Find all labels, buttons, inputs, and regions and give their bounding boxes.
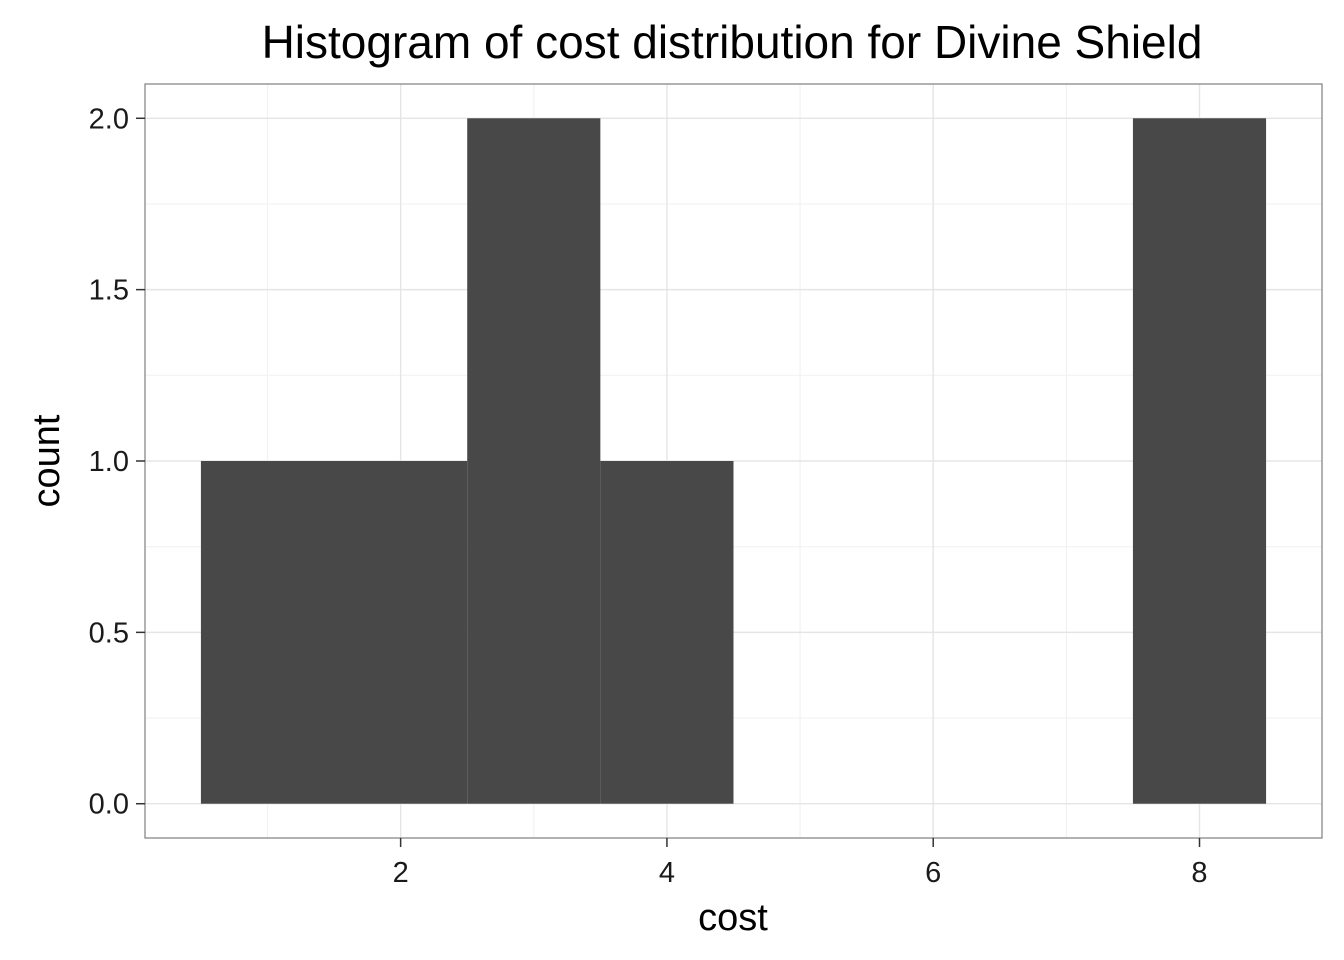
- chart-title: Histogram of cost distribution for Divin…: [262, 16, 1203, 68]
- x-axis: 2 4 6 8: [393, 838, 1208, 889]
- histogram-bar: [1132, 118, 1267, 804]
- x-tick-label: 8: [1191, 857, 1207, 889]
- histogram-bars: [200, 118, 1267, 804]
- x-axis-title: cost: [698, 897, 768, 939]
- y-axis: 0.0 0.5 1.0 1.5 2.0: [89, 103, 145, 821]
- histogram-bar: [200, 461, 468, 804]
- y-axis-title: count: [26, 414, 68, 507]
- histogram-bar: [467, 118, 601, 804]
- x-tick-label: 4: [659, 857, 675, 889]
- x-tick-label: 6: [925, 857, 941, 889]
- x-tick-label: 2: [393, 857, 409, 889]
- y-tick-label: 1.0: [89, 446, 129, 478]
- y-tick-label: 0.5: [89, 617, 129, 649]
- y-tick-label: 0.0: [89, 789, 129, 821]
- histogram-bar: [600, 461, 734, 804]
- y-tick-label: 1.5: [89, 275, 129, 307]
- y-tick-label: 2.0: [89, 103, 129, 135]
